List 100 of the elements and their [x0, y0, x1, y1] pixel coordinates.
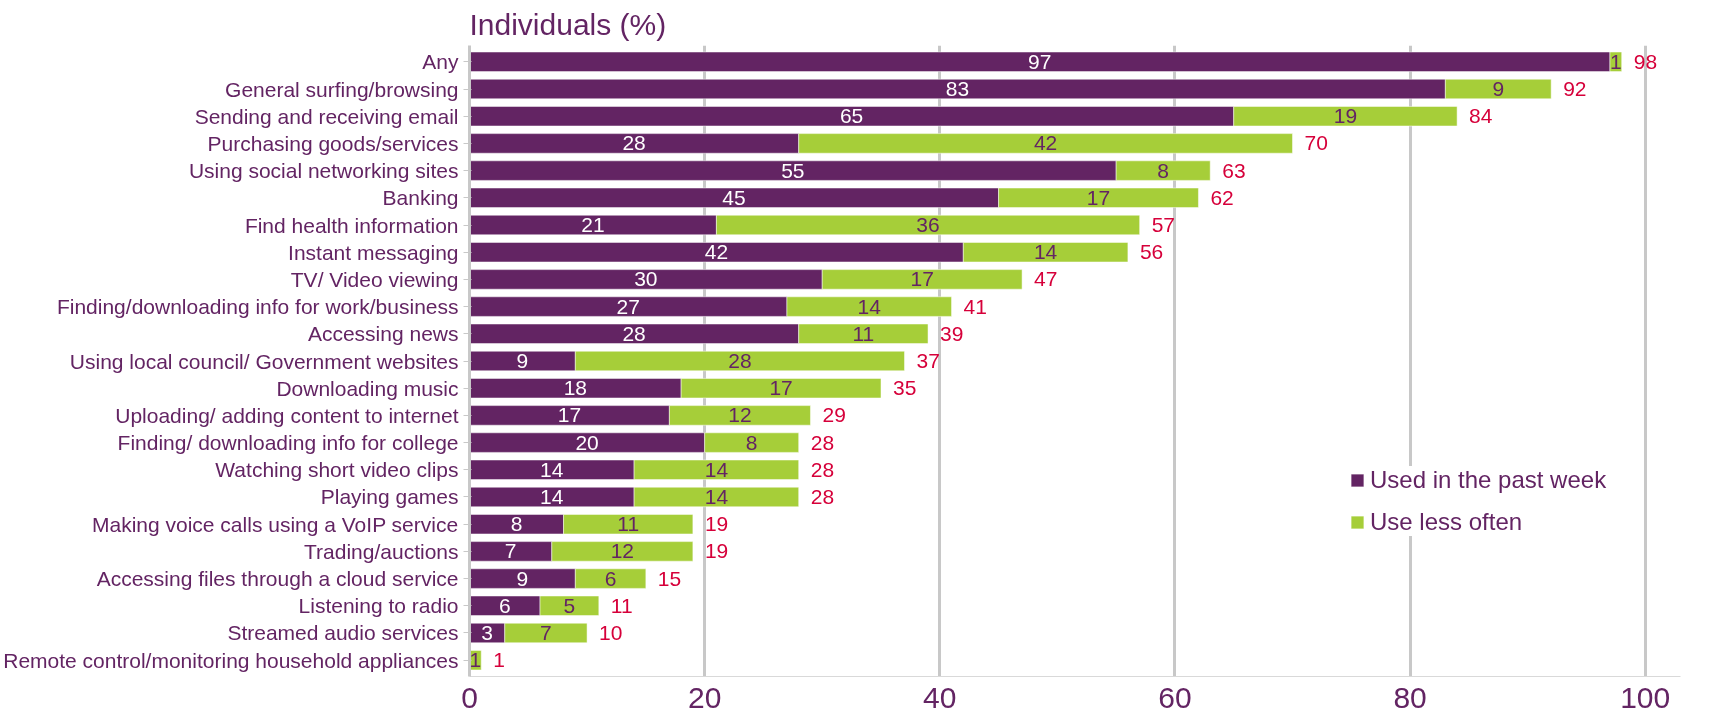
data-label: 1 — [1610, 49, 1622, 73]
y-tick-label: Listening to radio — [298, 594, 459, 618]
y-tick-label: Sending and receiving email — [194, 104, 459, 128]
data-label: 14 — [540, 457, 564, 481]
y-tick-label: General surfing/browsing — [225, 77, 459, 101]
y-tick-label: Instant messaging — [288, 240, 459, 264]
data-label: 97 — [1028, 49, 1052, 73]
y-tick-label: Making voice calls using a VoIP service — [91, 512, 459, 536]
y-tick-label: Remote control/monitoring household appliances — [3, 648, 459, 672]
x-tick-label: 40 — [923, 680, 957, 714]
data-label: 14 — [1033, 240, 1058, 264]
total-label: 84 — [1469, 104, 1493, 128]
y-tick-label: Streamed audio services — [227, 621, 459, 645]
total-label: 1 — [493, 648, 505, 672]
y-tick-label: TV/ Video viewing — [290, 267, 459, 291]
total-label: 47 — [1034, 267, 1058, 291]
data-label: 18 — [563, 376, 587, 400]
data-label: 83 — [945, 77, 970, 101]
y-tick-label: Downloading music — [276, 376, 459, 400]
data-label: 8 — [510, 512, 523, 536]
data-label: 12 — [728, 403, 752, 427]
total-label: 19 — [704, 512, 729, 536]
data-label: 28 — [622, 131, 646, 155]
data-label: 6 — [604, 566, 617, 590]
total-label: 10 — [599, 620, 623, 644]
data-label: 21 — [581, 213, 605, 237]
data-label: 9 — [516, 349, 529, 372]
data-label: 9 — [1492, 77, 1505, 101]
data-label: 3 — [481, 620, 493, 644]
total-label: 92 — [1563, 77, 1587, 101]
total-label: 37 — [916, 349, 940, 372]
data-label: 17 — [557, 403, 582, 427]
total-label: 56 — [1139, 240, 1164, 264]
data-label: 14 — [857, 294, 882, 318]
data-label: 7 — [504, 539, 517, 563]
data-label: 28 — [728, 349, 752, 372]
data-label: 30 — [634, 267, 658, 291]
y-tick-label: Playing games — [320, 485, 459, 509]
data-label: 17 — [1086, 185, 1111, 209]
data-label: 14 — [704, 484, 729, 508]
data-label: 55 — [781, 158, 805, 182]
data-label: 12 — [610, 539, 635, 563]
x-tick-label: 80 — [1393, 680, 1427, 714]
total-label: 28 — [810, 430, 835, 454]
data-label: 6 — [498, 593, 511, 617]
y-tick-label: Uploading/ adding content to internet — [115, 403, 459, 427]
y-tick-label: Using local council/ Government websites — [69, 349, 459, 373]
data-label: 7 — [540, 620, 552, 644]
data-label: 11 — [852, 321, 875, 345]
data-label: 20 — [575, 430, 599, 454]
total-label: 29 — [822, 403, 846, 427]
total-label: 11 — [610, 593, 633, 617]
y-tick-label: Find health information — [244, 213, 459, 237]
legend-label: Use less often — [1370, 508, 1523, 536]
data-label: 28 — [622, 321, 646, 345]
y-tick-label: Banking — [382, 186, 459, 210]
x-tick-label: 20 — [687, 680, 722, 714]
total-label: 57 — [1151, 213, 1176, 237]
data-label: 42 — [1033, 131, 1058, 155]
data-label: 27 — [616, 294, 640, 318]
total-label: 35 — [893, 376, 917, 400]
total-label: 28 — [810, 484, 835, 508]
y-tick-label: Finding/ downloading info for college — [117, 431, 459, 455]
data-label: 17 — [769, 376, 793, 400]
y-tick-label: Any — [422, 50, 459, 74]
data-label: 5 — [563, 593, 576, 617]
total-label: 62 — [1210, 185, 1234, 209]
x-tick-label: 0 — [461, 680, 478, 714]
data-label: 9 — [516, 566, 529, 590]
data-label: 1 — [469, 648, 482, 672]
y-tick-label: Accessing news — [307, 322, 459, 346]
total-label: 70 — [1304, 131, 1328, 155]
total-label: 28 — [810, 457, 835, 481]
total-label: 63 — [1222, 158, 1246, 182]
data-label: 42 — [704, 240, 729, 264]
y-tick-label: Accessing files through a cloud service — [96, 567, 459, 591]
x-tick-label: 60 — [1158, 680, 1192, 714]
data-label: 36 — [916, 213, 940, 237]
data-label: 45 — [722, 185, 746, 209]
data-label: 17 — [910, 267, 934, 291]
total-label: 41 — [963, 294, 987, 318]
total-label: 15 — [657, 566, 682, 590]
total-label: 98 — [1633, 49, 1658, 73]
data-label: 11 — [617, 512, 640, 536]
data-label: 14 — [704, 457, 729, 481]
data-label: 19 — [1333, 104, 1358, 128]
y-tick-label: Using social networking sites — [188, 159, 459, 183]
data-label: 65 — [839, 104, 864, 128]
data-label: 8 — [1157, 158, 1170, 182]
legend-label: Used in the past week — [1370, 466, 1607, 494]
total-label: 39 — [940, 321, 964, 345]
y-tick-label: Finding/downloading info for work/business — [56, 295, 459, 319]
data-label: 8 — [745, 430, 758, 454]
y-tick-label: Trading/auctions — [304, 539, 459, 563]
chart-title: Individuals (%) — [469, 7, 667, 41]
data-label: 14 — [540, 484, 564, 508]
total-label: 19 — [704, 539, 729, 563]
x-tick-label: 100 — [1620, 680, 1671, 714]
y-tick-label: Watching short video clips — [215, 458, 459, 482]
y-tick-label: Purchasing goods/services — [207, 131, 459, 155]
